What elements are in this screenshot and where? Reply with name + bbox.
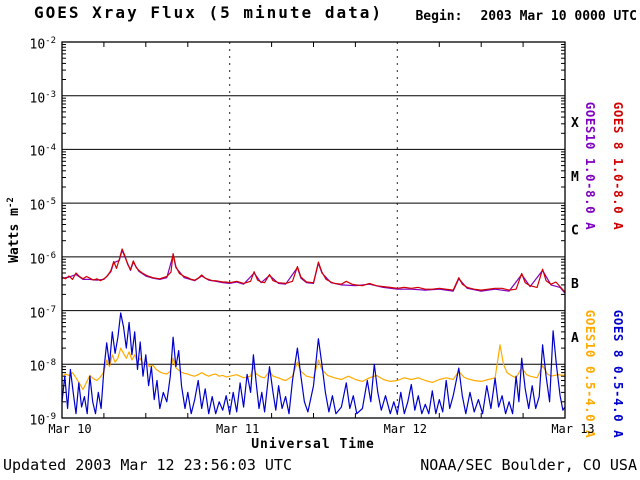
updated-timestamp: Updated 2003 Mar 12 23:56:03 UTC bbox=[3, 456, 292, 474]
chart-title: GOES Xray Flux (5 minute data) bbox=[34, 3, 383, 22]
legend-label-goes10-1-0-8-0-a: GOES10 1.0-8.0 A bbox=[583, 102, 598, 230]
series-line-goes-8-1-0-8-0-a bbox=[61, 248, 566, 293]
legend-label-goes-8-1-0-8-0-a: GOES 8 1.0-8.0 A bbox=[611, 102, 626, 230]
y-tick-label: 10-2 bbox=[29, 36, 57, 53]
y-tick-label: 10-6 bbox=[29, 250, 57, 268]
y-tick-label: 10-7 bbox=[29, 304, 57, 321]
credit-text: NOAA/SEC Boulder, CO USA bbox=[420, 456, 637, 474]
begin-value: 2003 Mar 10 0000 UTC bbox=[480, 9, 637, 24]
y-tick-label: 10-4 bbox=[29, 143, 57, 160]
series-line-goes-8-0-5-4-0-a bbox=[61, 312, 566, 415]
y-tick-label: 10-8 bbox=[29, 358, 57, 375]
y-axis-ticks: 10-2 10-3 10-4 10-5 10-6 10-7 10-8 10-9 bbox=[14, 0, 58, 480]
y-tick-label: 10-5 bbox=[29, 197, 57, 214]
y-tick-label: 10-9 bbox=[29, 412, 57, 429]
xray-class-letter-c: C bbox=[571, 224, 579, 239]
legend-label-goes-8-0-5-4-0-a: GOES 8 0.5-4.0 A bbox=[611, 310, 626, 438]
series-line-goes10-0-5-4-0-a bbox=[61, 344, 566, 391]
begin-label: Begin: bbox=[415, 9, 463, 24]
xray-class-letter-m: M bbox=[571, 170, 579, 185]
xray-class-letter-b: B bbox=[571, 277, 579, 292]
x-axis-title: Universal Time bbox=[251, 437, 375, 452]
legend-label-goes10-0-5-4-0-a: GOES10 0.5-4.0 A bbox=[583, 310, 598, 438]
xray-class-letter-a: A bbox=[571, 331, 579, 346]
y-tick-label: 10-3 bbox=[29, 89, 57, 107]
begin-timestamp: Begin: 2003 Mar 10 0000 UTC bbox=[415, 9, 637, 24]
xray-class-letter-x: X bbox=[571, 116, 579, 131]
plot-box bbox=[61, 41, 566, 419]
